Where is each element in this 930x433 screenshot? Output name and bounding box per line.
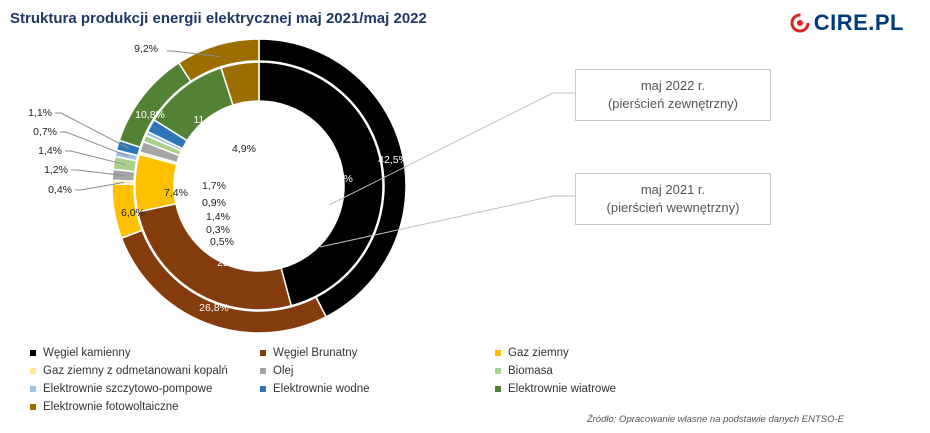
outer-ring-slice-elektrownie-fotowoltaiczne — [177, 38, 260, 83]
outer-label-wegiel-brunatny: 26,8% — [199, 302, 229, 314]
legend-label: Biomasa — [508, 365, 553, 377]
chart-legend: Węgiel kamienny Węgiel Brunatny Gaz ziemny… — [30, 345, 910, 415]
legend-item-elektrownie-fotowoltaiczne: Elektrownie fotowoltaiczne — [30, 399, 260, 415]
callout-outer-line1: maj 2022 r. — [640, 78, 706, 93]
cire-logo[interactable]: CIRE.PL — [790, 10, 904, 36]
leader-line-olej — [71, 169, 125, 177]
legend-label: Gaz ziemny — [508, 347, 569, 359]
legend-item-wegiel-brunatny: Węgiel Brunatny — [260, 345, 495, 361]
outer-label-gaz-ziemny-z-odmetanowani-kopaln: 0,4% — [48, 184, 72, 196]
chart-title: Struktura produkcji energii elektrycznej… — [10, 10, 427, 27]
legend-item-gaz-ziemny: Gaz ziemny — [495, 345, 895, 361]
legend-swatch — [30, 350, 36, 356]
leader-line-elektrownie-fotowoltaiczne — [167, 50, 221, 58]
inner-label-gaz-ziemny-z-odmetanowani-kopaln: 0,3% — [206, 224, 230, 236]
callout-inner-line1: maj 2021 r. — [640, 182, 706, 197]
outer-label-biomasa: 1,4% — [38, 145, 62, 157]
legend-swatch — [30, 386, 36, 392]
legend-swatch — [260, 350, 266, 356]
legend-label: Elektrownie fotowoltaiczne — [43, 401, 179, 413]
cire-logo-text: CIRE.PL — [813, 10, 904, 35]
inner-label-biomasa: 0,9% — [202, 197, 226, 209]
cire-logo-icon — [790, 13, 810, 33]
inner-label-elektrownie-szczytowo-pompowe: 0,5% — [210, 236, 234, 248]
legend-label: Elektrownie wodne — [273, 383, 370, 395]
legend-swatch — [260, 368, 266, 374]
inner-label-elektrownie-wodne: 1,7% — [202, 180, 226, 192]
legend-item-biomasa: Biomasa — [495, 363, 895, 379]
legend-swatch — [30, 404, 36, 410]
outer-label-elektrownie-wodne: 1,1% — [28, 107, 52, 119]
leader-line-elektrownie-wodne — [55, 112, 130, 150]
legend-label: Olej — [273, 365, 294, 377]
outer-label-olej: 1,2% — [44, 164, 68, 176]
legend-label: Węgiel kamienny — [43, 347, 131, 359]
legend-item-gaz-ziemny-z-odmetanowani-kopaln: Gaz ziemny z odmetanowani kopalń — [30, 363, 260, 379]
legend-label: Elektrownie szczytowo-pompowe — [43, 383, 213, 395]
inner-label-wegiel-brunatny: 25,6% — [217, 257, 247, 269]
legend-swatch — [495, 386, 501, 392]
legend-swatch — [260, 386, 266, 392]
inner-ring-slice-elektrownie-fotowoltaiczne — [220, 61, 260, 107]
legend-item-elektrownie-wodne: Elektrownie wodne — [260, 381, 495, 397]
source-note: Źródło: Opracowanie własne na podstawie … — [586, 414, 844, 425]
callout-outer-connector — [328, 92, 575, 206]
leader-line-elektrownie-szczytowo-pompowe — [60, 131, 128, 157]
legend-item-elektrownie-wiatrowe: Elektrownie wiatrowe — [495, 381, 895, 397]
inner-label-elektrownie-fotowoltaiczne: 4,9% — [232, 143, 256, 155]
inner-label-gaz-ziemny: 7,4% — [164, 187, 188, 199]
legend-swatch — [30, 368, 36, 374]
outer-label-wegiel-kamienny: 42,5% — [378, 154, 408, 166]
legend-item-wegiel-kamienny: Węgiel kamienny — [30, 345, 260, 361]
inner-label-wegiel-kamienny: 45,4% — [323, 173, 353, 185]
callout-inner-connector — [319, 195, 575, 248]
callout-outer-ring: maj 2022 r. (pierścień zewnętrzny) — [575, 69, 771, 121]
callout-outer-line2: (pierścień zewnętrzny) — [607, 96, 739, 111]
leader-line-gaz-ziemny-z-odmetanowani-kopaln — [75, 181, 125, 191]
legend-swatch — [495, 350, 501, 356]
legend-item-elektrownie-szczytowo-pompowe: Elektrownie szczytowo-pompowe — [30, 381, 260, 397]
callout-inner-ring: maj 2021 r. (pierścień wewnętrzny) — [575, 173, 771, 225]
inner-label-elektrownie-wiatrowe: 11,0% — [194, 114, 223, 126]
legend-label: Elektrownie wiatrowe — [508, 383, 617, 395]
legend-label: Gaz ziemny z odmetanowani kopalń — [43, 365, 228, 377]
outer-label-elektrownie-fotowoltaiczne: 9,2% — [134, 43, 158, 55]
outer-label-elektrownie-wiatrowe: 10,8% — [135, 109, 165, 121]
leader-line-biomasa — [65, 150, 126, 166]
callout-inner-line2: (pierścień wewnętrzny) — [606, 200, 740, 215]
legend-label: Węgiel Brunatny — [273, 347, 358, 359]
inner-label-olej: 1,4% — [206, 211, 230, 223]
outer-label-gaz-ziemny: 6,0% — [121, 207, 145, 219]
inner-ring-slice-wegiel-kamienny — [258, 61, 384, 307]
outer-label-elektrownie-szczytowo-pompowe: 0,7% — [33, 126, 57, 138]
legend-swatch — [495, 368, 501, 374]
legend-item-olej: Olej — [260, 363, 495, 379]
